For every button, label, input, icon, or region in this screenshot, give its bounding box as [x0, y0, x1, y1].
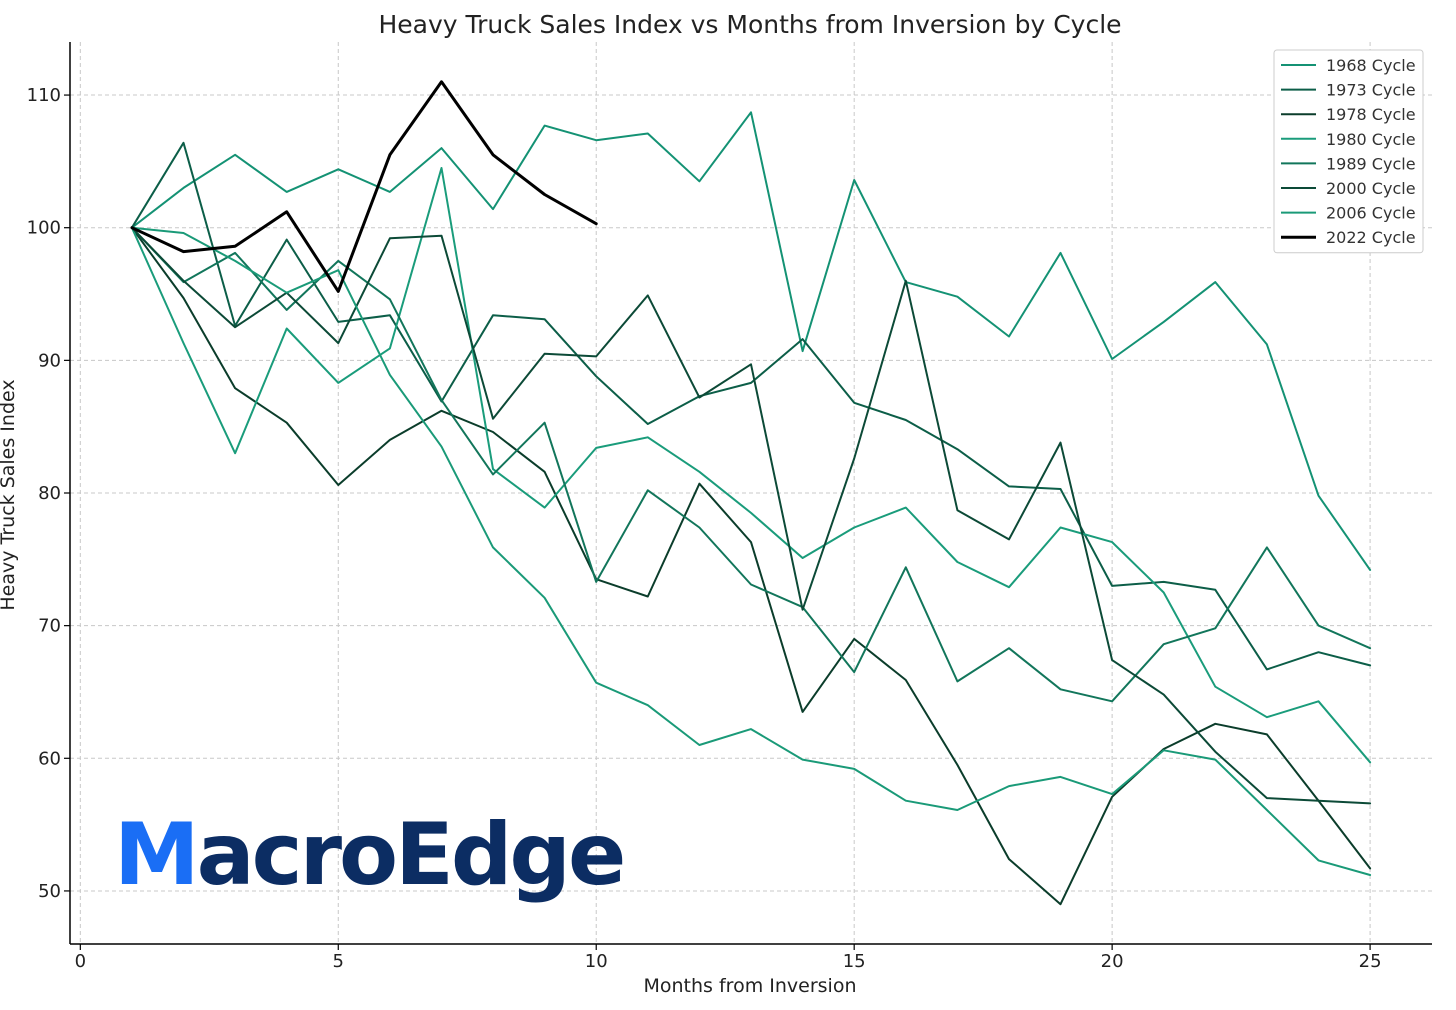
y-tick-label: 90	[38, 350, 61, 371]
y-tick-label: 80	[38, 483, 61, 504]
series-line-2000-cycle	[130, 226, 1372, 805]
x-tick-label: 10	[585, 951, 608, 972]
series-line-2006-cycle	[130, 226, 1372, 876]
series-line-1978-cycle	[130, 226, 1372, 906]
legend-entry: 1980 Cycle	[1326, 130, 1416, 149]
macroedge-logo: MacroEdge	[114, 812, 626, 898]
tick-labels: 0 5 10 15 20 25 50 60 70 80 90 100 110	[27, 85, 1382, 972]
legend-entry: 1973 Cycle	[1326, 81, 1416, 100]
legend: 1968 Cycle 1973 Cycle 1978 Cycle 1980 Cycle…	[1273, 49, 1424, 254]
x-tick-label: 15	[843, 951, 866, 972]
series-line-1989-cycle	[130, 226, 1372, 703]
y-tick-label: 110	[27, 85, 61, 106]
series-line-2022-cycle	[130, 80, 598, 293]
logo-wordmark: acroEdge	[196, 805, 627, 905]
x-tick-label: 5	[333, 951, 344, 972]
y-axis-label: Heavy Truck Sales Index	[0, 379, 19, 610]
y-tick-label: 50	[38, 881, 61, 902]
y-tick-label: 70	[38, 616, 61, 637]
legend-entry: 2006 Cycle	[1326, 204, 1416, 223]
legend-entry: 2000 Cycle	[1326, 179, 1416, 198]
y-tick-label: 100	[27, 218, 61, 239]
logo-letter-m: M	[114, 805, 200, 905]
grid-lines	[70, 42, 1432, 944]
x-tick-label: 20	[1101, 951, 1124, 972]
legend-entry: 1989 Cycle	[1326, 154, 1416, 173]
series-line-1973-cycle	[130, 141, 1372, 671]
legend-box	[1273, 49, 1424, 254]
chart-title: Heavy Truck Sales Index vs Months from I…	[378, 10, 1121, 39]
legend-entry: 1978 Cycle	[1326, 105, 1416, 124]
x-tick-label: 0	[75, 951, 86, 972]
legend-entry: 2022 Cycle	[1326, 228, 1416, 247]
series-lines	[130, 80, 1372, 906]
series-line-1968-cycle	[130, 111, 1372, 571]
x-axis-label: Months from Inversion	[644, 975, 857, 997]
series-line-1980-cycle	[130, 167, 1372, 764]
legend-entry: 1968 Cycle	[1326, 56, 1416, 75]
y-tick-label: 60	[38, 748, 61, 769]
x-tick-label: 25	[1359, 951, 1382, 972]
